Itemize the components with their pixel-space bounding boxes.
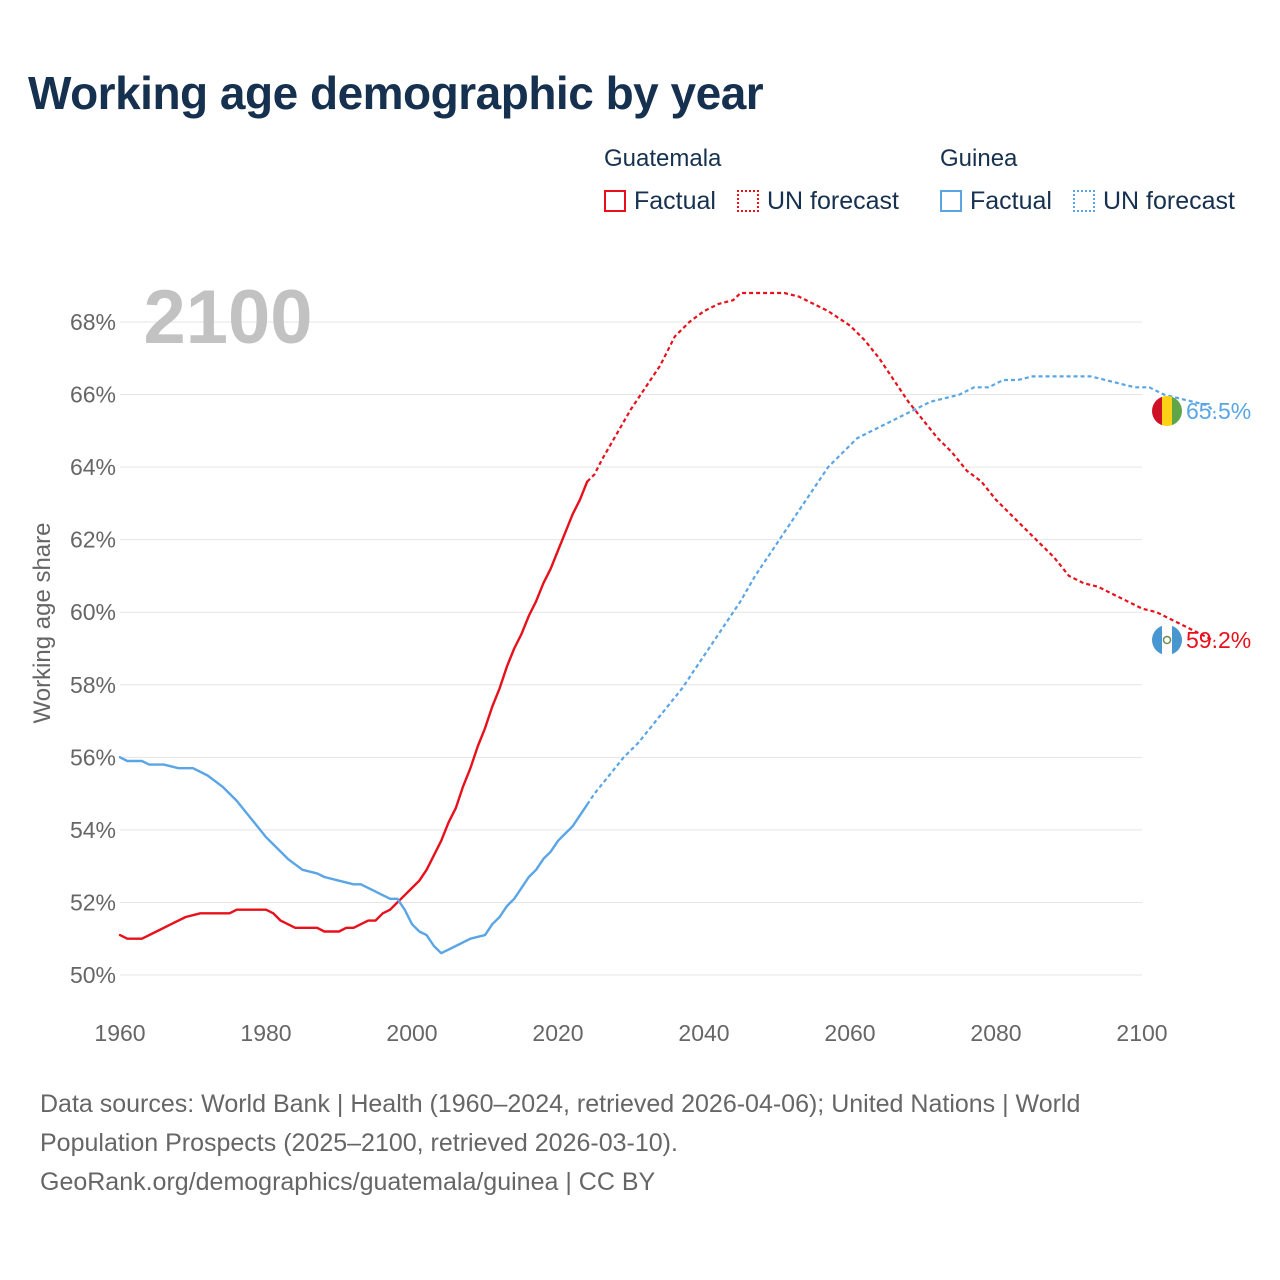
x-tick-label: 2100 bbox=[1116, 1020, 1167, 1046]
footer-line-3[interactable]: GeoRank.org/demographics/guatemala/guine… bbox=[40, 1168, 656, 1196]
line-chart[interactable]: 2100 Working age share 50% 52% 54% 56% 58% 60… bbox=[0, 0, 1280, 1080]
guatemala-forecast-line bbox=[586, 291, 1216, 643]
guinea-flag-icon bbox=[1152, 396, 1182, 426]
legend-guinea-forecast-label: UN forecast bbox=[1103, 186, 1235, 215]
footer-line-2: Population Prospects (2025–2100, retriev… bbox=[40, 1129, 678, 1157]
x-tick-label: 1960 bbox=[94, 1020, 145, 1046]
legend-guinea-factual[interactable]: Factual bbox=[940, 186, 1052, 216]
legend-dotted-swatch-icon bbox=[737, 190, 759, 212]
legend-guatemala-factual-label: Factual bbox=[634, 186, 716, 215]
y-tick-label: 68% bbox=[70, 309, 116, 335]
legend-group-guinea: Guinea bbox=[940, 145, 1018, 172]
guinea-factual-line bbox=[118, 756, 589, 955]
y-tick-label: 54% bbox=[70, 817, 116, 843]
legend-solid-swatch-icon bbox=[940, 190, 962, 212]
y-tick-label: 58% bbox=[70, 672, 116, 698]
x-tick-label: 2000 bbox=[386, 1020, 437, 1046]
chart-title: Working age demographic by year bbox=[28, 67, 764, 119]
legend-dotted-swatch-icon bbox=[1073, 190, 1095, 212]
legend-solid-swatch-icon bbox=[604, 190, 626, 212]
x-tick-label: 2080 bbox=[970, 1020, 1021, 1046]
y-tick-label: 66% bbox=[70, 382, 116, 408]
footer-sources: Data sources: World Bank | Health (1960–… bbox=[40, 1085, 1240, 1202]
legend-guinea-forecast[interactable]: UN forecast bbox=[1073, 186, 1235, 216]
y-tick-label: 56% bbox=[70, 744, 116, 770]
x-tick-label: 1980 bbox=[240, 1020, 291, 1046]
guinea-forecast-line bbox=[586, 375, 1216, 806]
y-tick-label: 64% bbox=[70, 454, 116, 480]
x-tick-label: 2020 bbox=[532, 1020, 583, 1046]
legend-guinea-factual-label: Factual bbox=[970, 186, 1052, 215]
footer-line-1: Data sources: World Bank | Health (1960–… bbox=[40, 1090, 1081, 1118]
legend-group-guatemala: Guatemala bbox=[604, 145, 722, 172]
legend-guatemala-forecast[interactable]: UN forecast bbox=[737, 186, 899, 216]
legend-guatemala-forecast-label: UN forecast bbox=[767, 186, 899, 215]
guinea-end-label: 65.5% bbox=[1186, 398, 1251, 424]
x-tick-label: 2060 bbox=[824, 1020, 875, 1046]
y-tick-label: 60% bbox=[70, 599, 116, 625]
y-axis-title: Working age share bbox=[29, 523, 56, 724]
y-tick-label: 50% bbox=[70, 962, 116, 988]
year-display: 2100 bbox=[143, 275, 312, 360]
guatemala-flag-icon bbox=[1152, 625, 1182, 655]
legend-guatemala-factual[interactable]: Factual bbox=[604, 186, 716, 216]
y-tick-label: 52% bbox=[70, 889, 116, 915]
x-tick-label: 2040 bbox=[678, 1020, 729, 1046]
guatemala-end-label: 59.2% bbox=[1186, 627, 1251, 653]
guatemala-factual-line bbox=[118, 480, 589, 940]
y-tick-label: 62% bbox=[70, 527, 116, 553]
